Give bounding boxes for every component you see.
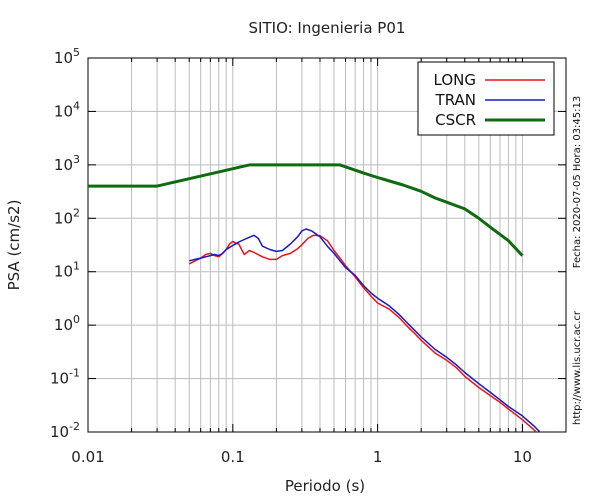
x-tick-label: 0.1 [221, 448, 245, 466]
y-tick-label: 10-1 [50, 367, 80, 388]
series-cscr [88, 163, 524, 257]
x-axis-label: Periodo (s) [285, 477, 365, 495]
axis-ticks [87, 57, 567, 433]
x-tick-label: 1 [373, 448, 383, 466]
x-tick-label: 0.01 [71, 448, 104, 466]
series-long [188, 234, 538, 432]
series-lines [88, 163, 541, 432]
website-url: http://www.lis.ucr.ac.cr [572, 310, 583, 425]
chart-title: SITIO: Ingenieria P01 [249, 19, 406, 37]
x-tick-labels: 0.01 0.1 1 10 [71, 448, 532, 466]
y-tick-label: 101 [54, 260, 80, 281]
y-tick-labels: 10-2 10-1 100 101 102 103 104 105 [50, 46, 80, 441]
legend-label-long: LONG [434, 71, 476, 89]
y-tick-label: 103 [54, 153, 80, 174]
legend-label-tran: TRAN [435, 91, 476, 109]
y-tick-label: 10-2 [50, 420, 80, 441]
timestamp-label: Fecha: 2020-07-05 Hora: 03:45:13 [572, 96, 583, 269]
plot-frame [87, 57, 567, 433]
grid [87, 57, 567, 433]
series-tran [189, 228, 541, 432]
y-tick-label: 104 [54, 99, 80, 120]
y-tick-label: 105 [54, 46, 80, 67]
legend-label-cscr: CSCR [435, 111, 476, 129]
x-tick-label: 10 [513, 448, 532, 466]
y-tick-label: 102 [54, 206, 80, 227]
y-axis-label: PSA (cm/s2) [5, 200, 23, 291]
y-tick-label: 100 [54, 313, 80, 334]
legend-box [417, 61, 555, 136]
legend: LONG TRAN CSCR [417, 61, 555, 136]
